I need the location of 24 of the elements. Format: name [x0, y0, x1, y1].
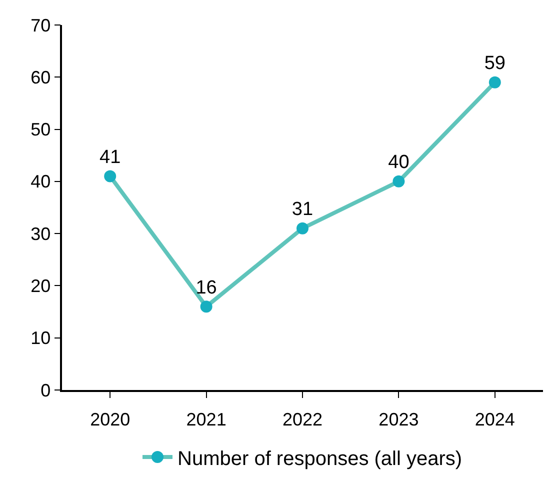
- x-tick-label: 2021: [186, 409, 226, 430]
- legend-label: Number of responses (all years): [178, 448, 462, 470]
- data-label: 31: [292, 199, 314, 220]
- x-tick-label: 2023: [378, 409, 419, 430]
- y-tick-label: 60: [30, 67, 51, 88]
- x-tick-label: 2020: [90, 409, 130, 430]
- y-tick-label: 20: [30, 276, 51, 296]
- y-tick-label: 50: [30, 120, 51, 140]
- data-label: 59: [484, 53, 506, 74]
- data-label: 41: [100, 146, 121, 168]
- x-tick-label: 2024: [474, 409, 515, 430]
- point: [104, 170, 116, 182]
- data-label: 16: [196, 277, 217, 298]
- point: [392, 175, 405, 188]
- x-tick-label: 2022: [282, 409, 323, 430]
- data-label: 40: [388, 152, 410, 174]
- y-tick-label: 30: [30, 224, 51, 244]
- y-tick-label: 40: [30, 172, 51, 192]
- point: [296, 222, 308, 234]
- y-tick-label: 70: [30, 15, 51, 36]
- point: [488, 76, 501, 88]
- y-tick-label: 0: [40, 380, 51, 400]
- y-tick-label: 10: [30, 328, 51, 348]
- point: [200, 300, 212, 313]
